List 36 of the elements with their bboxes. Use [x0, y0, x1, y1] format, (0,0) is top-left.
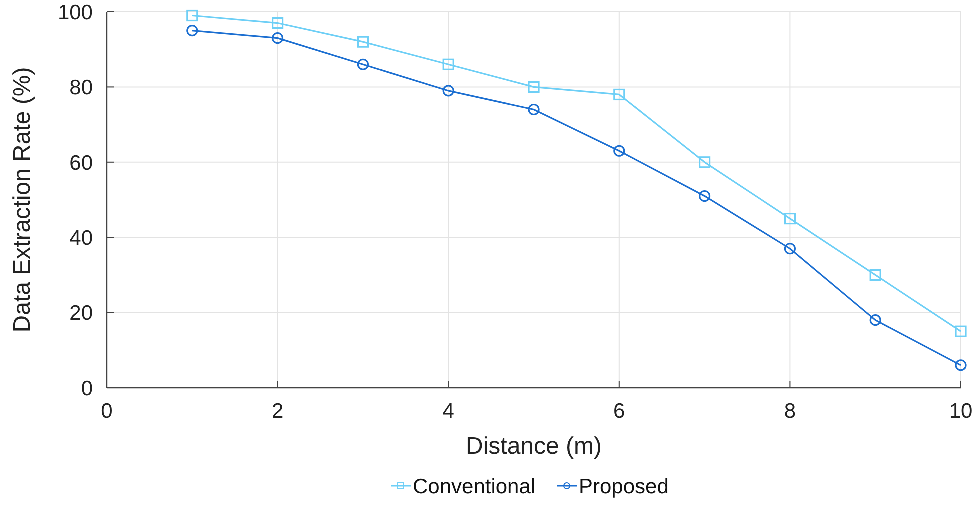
x-tick-label: 10	[949, 400, 973, 423]
x-tick-label: 4	[442, 400, 455, 423]
point	[870, 314, 882, 326]
point	[528, 104, 540, 116]
point	[528, 81, 540, 93]
point	[955, 326, 967, 338]
legend-label: Proposed	[579, 475, 669, 498]
x-tick-label: 8	[784, 400, 796, 423]
point	[614, 88, 626, 101]
x-tick-label: 0	[101, 400, 113, 423]
point	[442, 58, 454, 70]
point	[614, 145, 626, 157]
point	[784, 243, 796, 255]
point	[186, 25, 198, 37]
point	[272, 32, 284, 44]
x-tick-label: 6	[614, 400, 626, 423]
point	[272, 17, 284, 30]
y-tick-label: 100	[58, 1, 93, 24]
point	[870, 269, 882, 281]
point	[699, 190, 711, 202]
y-tick-label: 80	[70, 76, 93, 100]
point	[357, 58, 369, 70]
y-tick-label: 60	[70, 152, 93, 175]
point	[186, 10, 198, 22]
y-tick-label: 0	[81, 377, 93, 400]
point	[784, 213, 796, 225]
point	[955, 360, 967, 372]
y-tick-label: 40	[70, 226, 93, 250]
legend-label: Conventional	[413, 475, 536, 498]
point	[357, 36, 369, 48]
y-tick-label: 20	[70, 302, 93, 326]
point	[699, 156, 711, 168]
x-tick-label: 2	[272, 400, 284, 423]
point	[442, 85, 454, 97]
y-axis-title: Data Extraction Rate (%)	[9, 67, 36, 333]
x-axis-title: Distance (m)	[466, 433, 602, 460]
